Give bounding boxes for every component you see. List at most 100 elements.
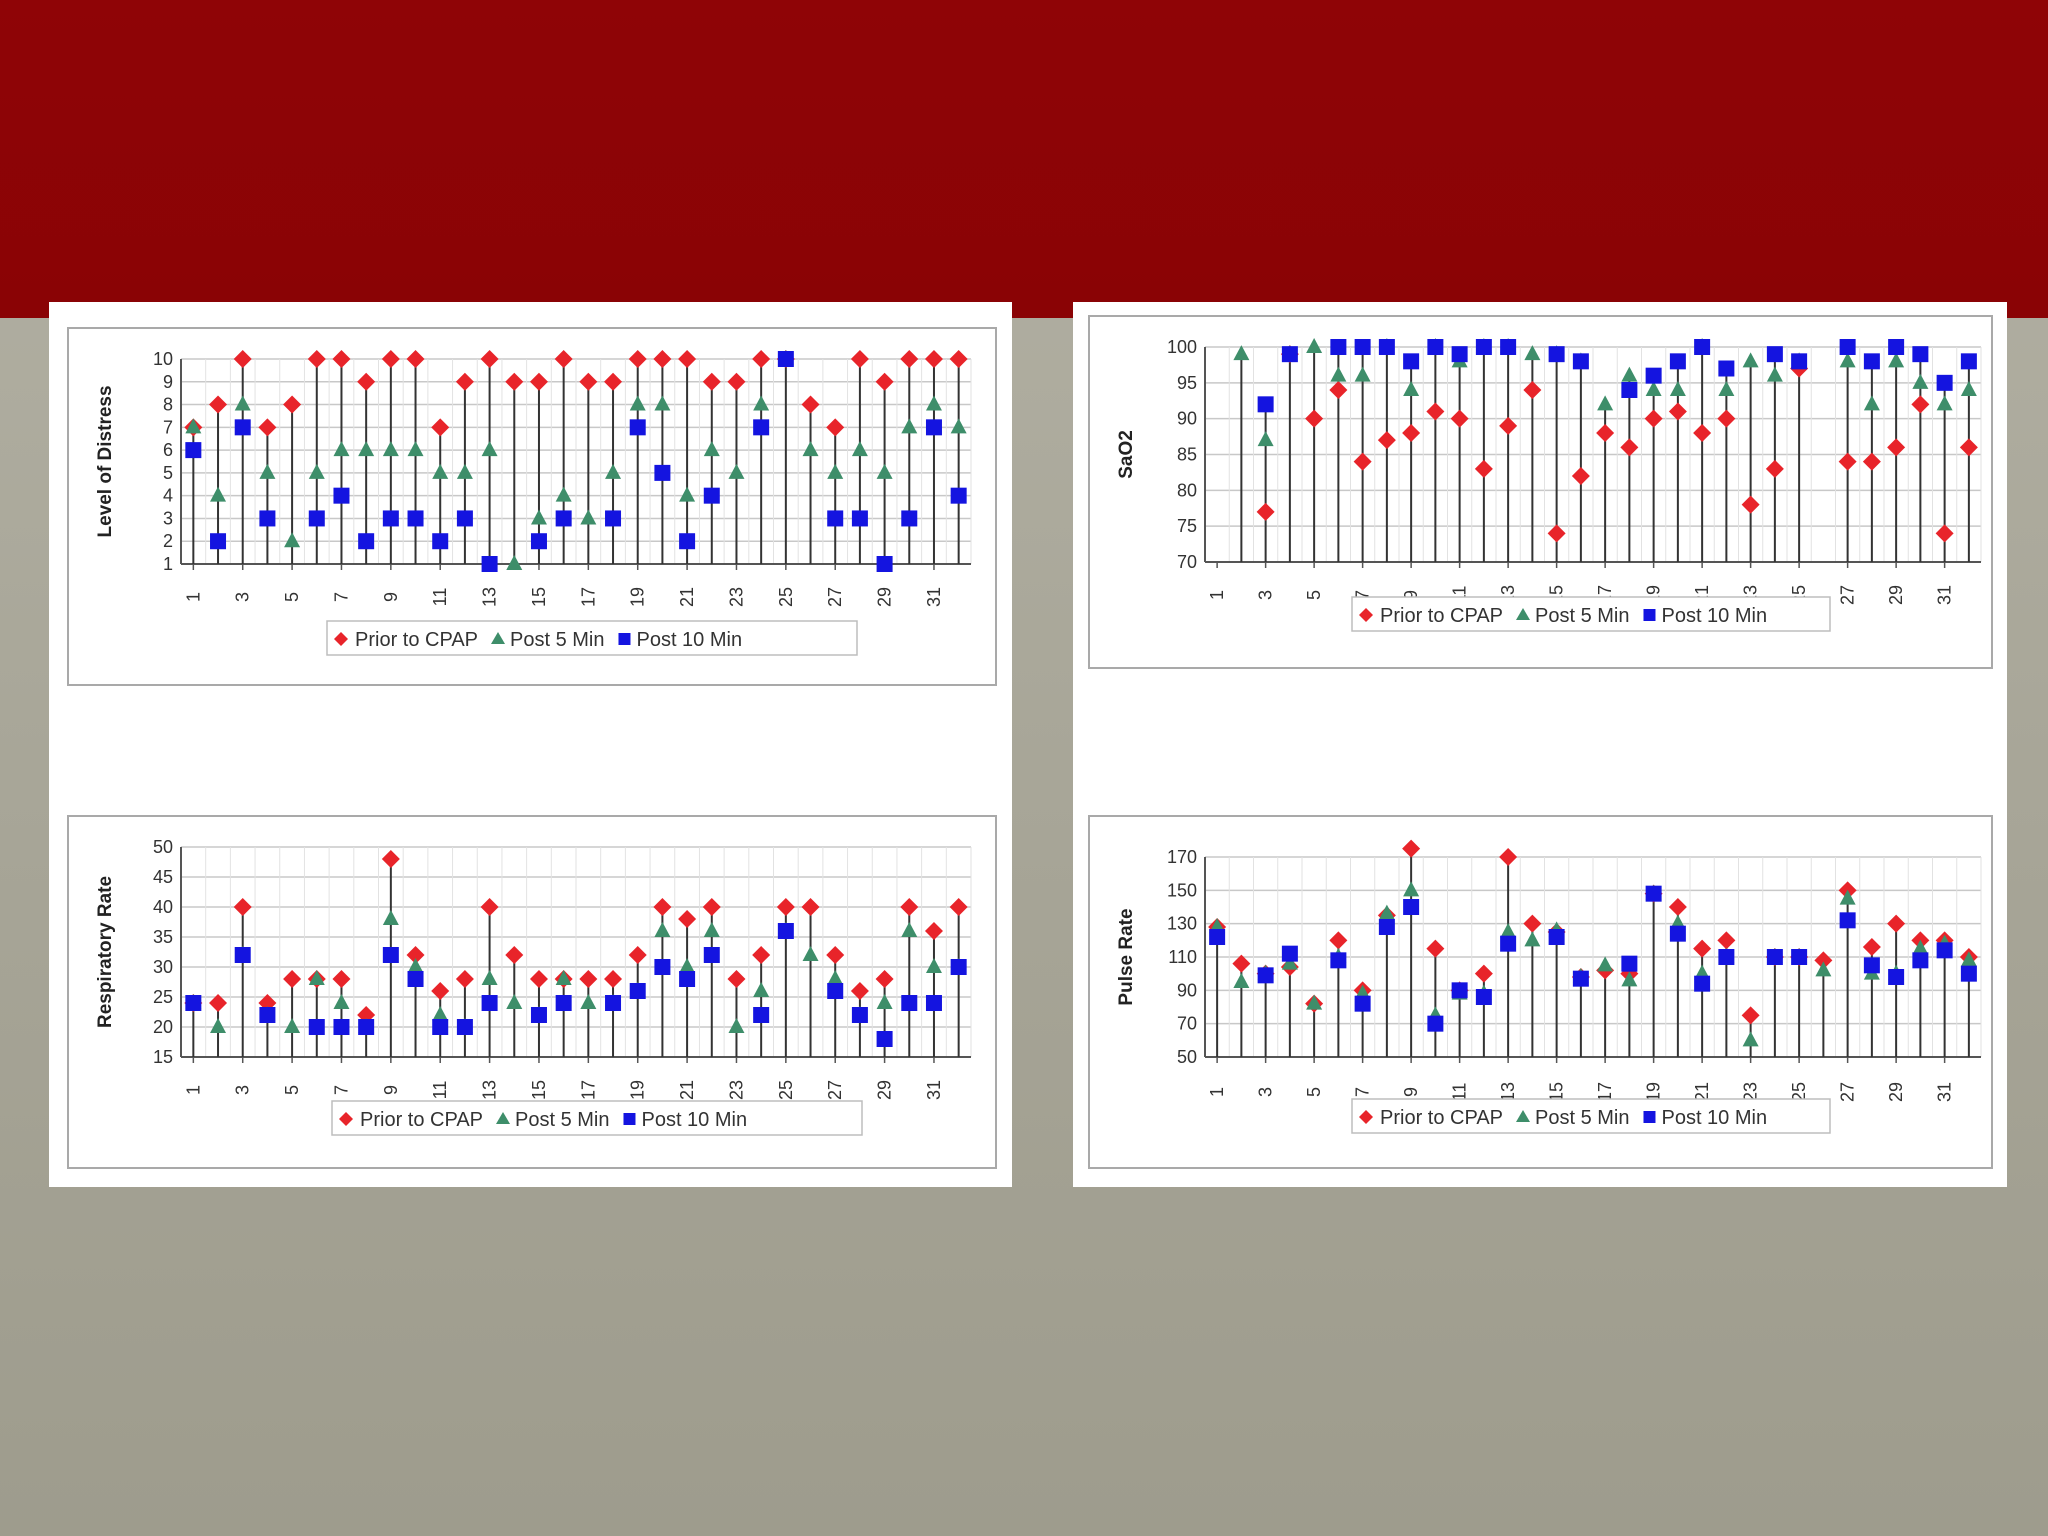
prior-to-cpap-point <box>406 350 425 368</box>
prior-to-cpap-point <box>850 350 869 368</box>
post-5-min-point <box>308 463 325 479</box>
post-5-min-point <box>284 1018 301 1033</box>
chart-legend: Prior to CPAP Post 5 Min Post 10 Min <box>326 620 858 656</box>
post-10-min-point <box>456 1019 473 1035</box>
prior-to-cpap-point <box>727 970 746 988</box>
prior-to-cpap-point <box>628 946 647 964</box>
prior-to-cpap-point <box>875 970 894 988</box>
y-tick-label: 20 <box>153 1017 173 1037</box>
post-5-min-point <box>925 395 942 411</box>
post-10-min-point <box>1281 945 1298 962</box>
x-tick-label: 1 <box>183 592 203 602</box>
post-10-min-point <box>605 510 622 527</box>
post-5-min-point <box>1306 338 1323 353</box>
post-10-min-point <box>432 533 449 550</box>
post-5-min-point <box>1888 352 1905 368</box>
y-tick-label: 7 <box>163 417 173 437</box>
x-tick-label: 11 <box>1450 1083 1470 1102</box>
prior-to-cpap-point <box>381 350 400 368</box>
post-10-min-point <box>876 1031 893 1047</box>
post-5-min-point <box>580 994 597 1009</box>
post-5-min-point <box>210 1018 227 1033</box>
post-10-min-point <box>1888 339 1905 355</box>
y-tick-label: 3 <box>163 508 173 528</box>
x-tick-label: 23 <box>1741 1082 1761 1102</box>
y-tick-label: 110 <box>1168 947 1197 967</box>
prior-to-cpap-point <box>505 372 524 391</box>
post-5-min-point <box>333 441 350 457</box>
x-tick-label: 11 <box>430 1081 450 1100</box>
post-5-min-point <box>1936 395 1953 411</box>
post-5-min-point <box>456 463 473 479</box>
post-10-min-point <box>1403 899 1420 915</box>
prior-to-cpap-point <box>604 970 623 988</box>
prior-to-cpap-point <box>258 418 277 437</box>
prior-to-cpap-point <box>727 372 746 391</box>
legend-post10-label: Post 10 Min <box>636 629 742 651</box>
post-5-min-point <box>1960 381 1977 396</box>
post-10-min-point <box>1766 949 1783 965</box>
y-tick-label: 30 <box>153 957 173 977</box>
post-5-min-point <box>1330 366 1347 382</box>
post-10-min-point <box>333 1019 350 1035</box>
x-tick-label: 5 <box>282 592 302 602</box>
post-10-min-point <box>753 1007 770 1023</box>
post-10-min-point <box>1475 989 1492 1005</box>
prior-to-cpap-point <box>1426 939 1445 958</box>
prior-to-cpap-point <box>826 418 845 437</box>
post-10-min-point <box>1960 965 1977 982</box>
y-tick-label: 130 <box>1167 914 1197 934</box>
post-5-min-point <box>703 922 720 937</box>
prior-to-cpap-point <box>209 395 228 414</box>
chart-legend: Prior to CPAP Post 5 Min Post 10 Min <box>331 1100 863 1136</box>
y-axis-title: Respiratory Rate <box>95 876 116 1028</box>
y-tick-label: 15 <box>153 1047 173 1067</box>
post-5-min-point <box>481 441 498 457</box>
x-tick-label: 3 <box>1256 590 1276 600</box>
prior-to-cpap-point <box>357 372 376 391</box>
post-5-min-point <box>827 970 844 985</box>
prior-to-cpap-point <box>752 946 771 964</box>
post-10-min-point <box>1548 346 1565 363</box>
post-10-min-point <box>530 533 547 550</box>
post-5-min-point <box>728 463 745 479</box>
x-tick-label: 29 <box>875 587 895 607</box>
y-tick-label: 40 <box>153 897 173 917</box>
post-10-min-point <box>1354 995 1371 1012</box>
y-tick-label: 80 <box>1177 480 1197 500</box>
post-10-min-point <box>1960 353 1977 370</box>
post-10-min-point <box>629 419 646 436</box>
post-5-min-point <box>1403 381 1420 396</box>
post-5-min-point <box>210 486 227 502</box>
post-5-min-point <box>654 395 671 411</box>
x-tick-label: 29 <box>1886 585 1906 605</box>
legend-prior-label: Prior to CPAP <box>1380 1107 1503 1129</box>
legend-prior-marker <box>334 632 348 646</box>
prior-to-cpap-point <box>505 946 524 964</box>
y-tick-label: 35 <box>153 927 173 947</box>
legend-post5-marker <box>1516 1110 1530 1122</box>
prior-to-cpap-point <box>1935 524 1954 543</box>
prior-to-cpap-point <box>431 982 450 1000</box>
post-5-min-point <box>876 994 893 1009</box>
legend-post5-marker <box>496 1112 510 1124</box>
prior-to-cpap-point <box>1474 964 1493 983</box>
post-5-min-point <box>1621 971 1638 987</box>
post-10-min-point <box>777 923 794 939</box>
post-5-min-point <box>555 970 572 985</box>
chart-legend: Prior to CPAP Post 5 Min Post 10 Min <box>1351 1098 1831 1134</box>
post-5-min-point <box>481 970 498 985</box>
post-10-min-point <box>1500 935 1517 952</box>
prior-to-cpap-point <box>1644 409 1663 428</box>
legend-post5-marker <box>491 632 505 644</box>
post-10-min-point <box>407 971 424 987</box>
post-10-min-point <box>382 510 399 527</box>
x-tick-label: 25 <box>1789 1082 1809 1102</box>
post-5-min-point <box>901 922 918 937</box>
post-10-min-point <box>703 947 720 963</box>
post-10-min-point <box>925 419 942 436</box>
prior-to-cpap-point <box>1620 438 1639 457</box>
x-tick-label: 31 <box>924 1080 944 1100</box>
left-chart-panel: 1 2 3 4 5 6 7 8 9 10 1 3 5 7 9 11 13 15 17 19 21 23 25 27 29 31 Le… <box>49 302 1012 1187</box>
post-5-min-point <box>925 958 942 973</box>
